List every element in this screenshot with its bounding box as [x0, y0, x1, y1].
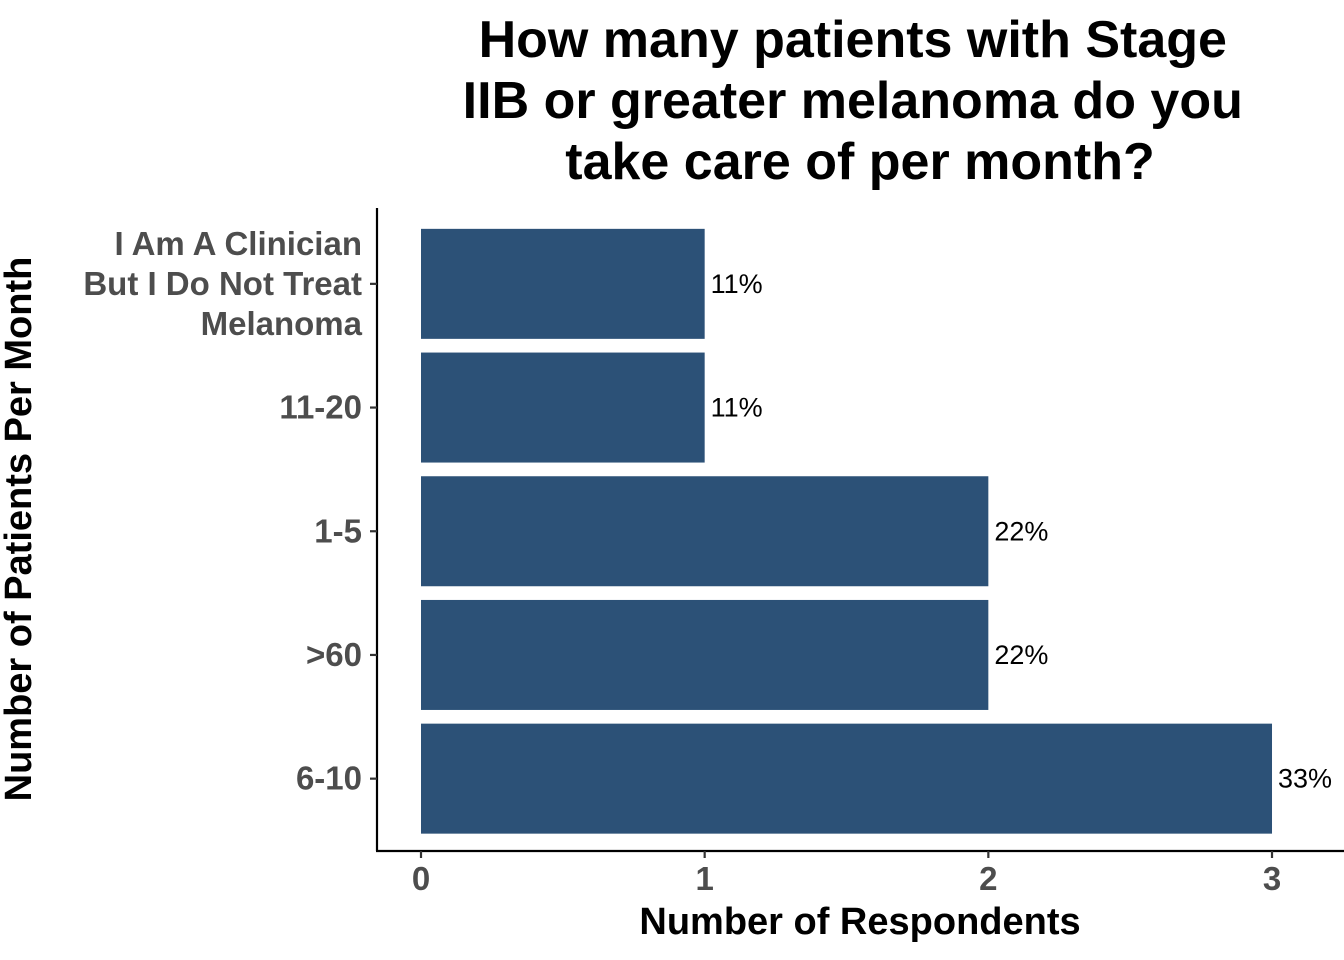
y-tick-label-4: 6-10	[296, 760, 362, 797]
y-tick-label-1: 11-20	[279, 389, 362, 426]
y-tick-label-3-line-0: >60	[306, 636, 362, 673]
x-tick-label-1: 1	[695, 860, 713, 897]
bar-1	[421, 352, 705, 463]
bars-group	[421, 228, 1273, 834]
y-tick-label-0-line-0: I Am A Clinician	[114, 225, 362, 262]
y-tick-label-0-line-2: Melanoma	[201, 305, 363, 342]
chart-title-line-2: IIB or greater melanoma do you	[463, 72, 1243, 130]
x-tick-label-3: 3	[1263, 860, 1281, 897]
y-tick-label-2: 1-5	[314, 512, 362, 549]
bar-4	[421, 723, 1273, 834]
data-label-0: 11%	[711, 269, 763, 299]
y-tick-label-1-line-0: 11-20	[279, 389, 362, 426]
data-label-2: 22%	[994, 516, 1048, 546]
y-ticks-group: I Am A Clinician But I Do Not Treat Melano…	[83, 225, 377, 797]
x-tick-label-2: 2	[979, 860, 997, 897]
bar-0	[421, 228, 705, 339]
x-ticks-group: 0 1 2 3	[412, 851, 1281, 897]
x-axis-title: Number of Respondents	[639, 901, 1080, 943]
y-tick-label-0-line-1: But I Do Not Treat	[83, 265, 362, 302]
y-axis-title: Number of Patients Per Month	[0, 257, 40, 802]
y-tick-label-0: I Am A Clinician But I Do Not Treat Melano…	[83, 225, 362, 342]
data-labels-group: 11% 11% 22% 22% 33%	[711, 269, 1332, 794]
chart-title: How many patients with Stage IIB or grea…	[463, 11, 1258, 191]
x-tick-label-0: 0	[412, 860, 430, 897]
data-label-3: 22%	[994, 640, 1048, 670]
chart-title-line-3: take care of per month?	[565, 133, 1154, 191]
chart-title-line-1: How many patients with Stage	[479, 11, 1227, 69]
bar-2	[421, 476, 989, 587]
data-label-1: 11%	[711, 393, 763, 423]
y-tick-label-3: >60	[306, 636, 362, 673]
data-label-4: 33%	[1278, 764, 1332, 794]
y-tick-label-2-line-0: 1-5	[314, 512, 362, 549]
y-tick-label-4-line-0: 6-10	[296, 760, 362, 797]
bar-3	[421, 599, 989, 710]
